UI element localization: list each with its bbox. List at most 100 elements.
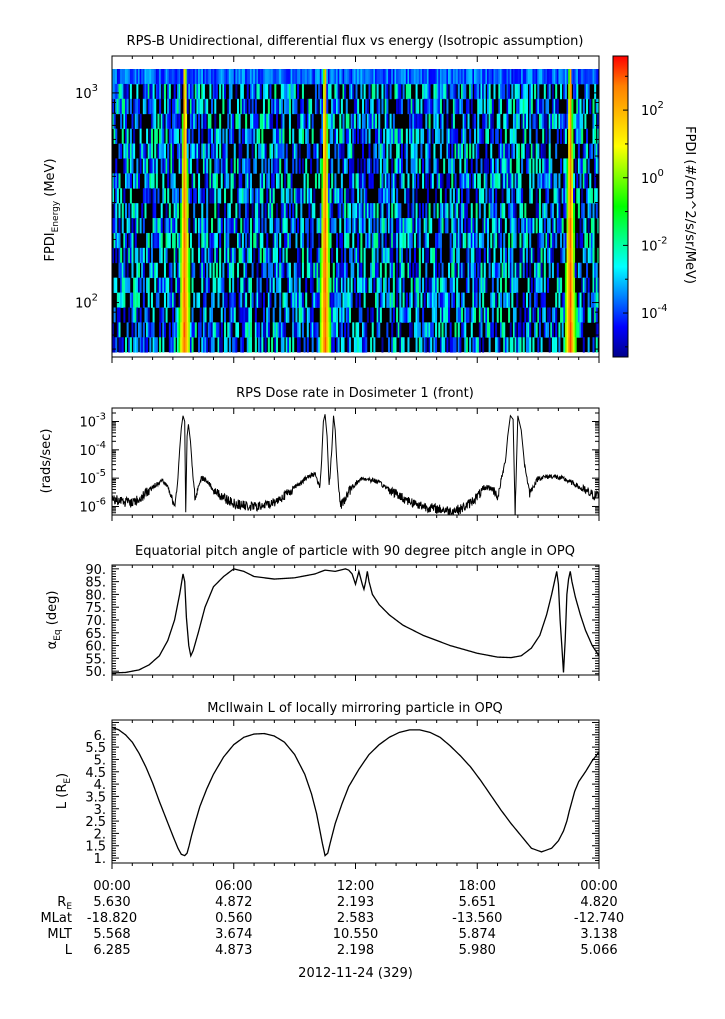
spectrogram-cell [571, 218, 574, 234]
spectrogram-cell [306, 322, 309, 338]
spectrogram-cell [370, 218, 373, 234]
spectrogram-cell [586, 262, 589, 279]
spectrogram-cell [238, 69, 241, 85]
spectrogram-cell [480, 232, 483, 249]
spectrogram-cell [337, 262, 340, 279]
spectrogram-cell [512, 322, 515, 338]
spectrogram-cell [235, 322, 238, 338]
spectrogram-cell [162, 173, 165, 189]
spectrogram-cell [237, 188, 240, 204]
spectrogram-cell [426, 292, 429, 308]
spectrogram-cell [493, 262, 496, 279]
time-axis-footer: 00:00 06:00 12:00 18:00 00:00 RE 5.630 4… [40, 879, 624, 981]
spectrogram-cell [297, 322, 300, 338]
spectrogram-cell [402, 83, 405, 100]
spectrogram-cell [516, 262, 519, 279]
spectrogram-cell [571, 203, 574, 219]
spectrogram-cell [457, 98, 460, 115]
spectrogram-cell [180, 218, 183, 234]
spectrogram-cell [517, 218, 520, 234]
spectrogram-cell [441, 83, 444, 100]
spectrogram-cell [316, 98, 319, 115]
spectrogram-cell [168, 262, 171, 279]
spectrogram-cell [147, 307, 150, 323]
ephemeris-value: 4.820 [580, 895, 617, 910]
spectrogram-cell [160, 307, 163, 323]
spectrogram-cell [560, 128, 563, 144]
spectrogram-cell [191, 307, 194, 323]
spectrogram-cell [261, 143, 264, 159]
spectrogram-cell [499, 158, 502, 174]
spectrogram-cell [491, 203, 494, 219]
spectrogram-cell [439, 143, 442, 159]
spectrogram-cell [573, 188, 576, 204]
spectrogram-cell [266, 277, 269, 293]
spectrogram-cell [376, 247, 379, 264]
spectrogram-cell [233, 69, 236, 85]
spectrogram-cell [279, 292, 282, 308]
spectrogram-cell [532, 307, 535, 323]
spectrogram-cell [373, 143, 376, 159]
spectrogram-cell [167, 218, 170, 234]
spectrogram-cell [198, 128, 201, 144]
spectrogram-cell [407, 188, 410, 204]
spectrogram-cell [357, 69, 360, 85]
spectrogram-cell [525, 83, 528, 100]
spectrogram-cell [540, 232, 543, 249]
spectrogram-cell [142, 143, 145, 159]
spectrogram-cell [439, 188, 442, 204]
pitch-angle-y-tick-label: 70. [85, 614, 106, 629]
spectrogram-cell [288, 203, 291, 219]
spectrogram-cell [551, 247, 554, 264]
spectrogram-cell [251, 188, 254, 204]
spectrogram-cell [172, 337, 175, 353]
spectrogram-cell [181, 173, 184, 189]
spectrogram-cell [477, 128, 480, 144]
spectrogram-cell [412, 173, 415, 189]
spectrogram-cell [219, 262, 222, 279]
spectrogram-cell [569, 69, 572, 85]
spectrogram-cell [438, 128, 441, 144]
spectrogram-cell [553, 337, 556, 353]
spectrogram-cell [454, 322, 457, 338]
spectrogram-cell [146, 158, 149, 174]
spectrogram-cell [495, 203, 498, 219]
spectrogram-cell [198, 98, 201, 115]
spectrogram-cell [456, 247, 459, 264]
spectrogram-cell [277, 158, 280, 174]
spectrogram-cell [271, 143, 274, 159]
spectrogram-cell [256, 188, 259, 204]
spectrogram-cell [277, 128, 280, 144]
spectrogram-cell [306, 232, 309, 249]
spectrogram-cell [163, 83, 166, 100]
spectrogram-cell [537, 83, 540, 100]
spectrogram-cell [337, 98, 340, 115]
mcilwain-l-y-label: L (RE) [55, 773, 73, 809]
spectrogram-cell [379, 203, 382, 219]
spectrogram-cell [381, 173, 384, 189]
spectrogram-cell [501, 203, 504, 219]
spectrogram-cell [298, 292, 301, 308]
spectrogram-cell [219, 277, 222, 293]
spectrogram-cell [285, 247, 288, 264]
spectrogram-cell [358, 173, 361, 189]
spectrogram-cell [493, 69, 496, 85]
spectrogram-cell [240, 277, 243, 293]
spectrogram-cell [115, 173, 118, 189]
spectrogram-cell [363, 247, 366, 264]
spectrogram-cell [246, 173, 249, 189]
time-tick-label: 12:00 [337, 879, 374, 894]
spectrogram-cell [417, 292, 420, 308]
spectrogram-cell [355, 218, 358, 234]
spectrogram-cell [457, 247, 460, 264]
spectrogram-cell [426, 173, 429, 189]
spectrogram-cell [417, 232, 420, 249]
spectrogram-cell [542, 173, 545, 189]
spectrogram-cell [498, 69, 501, 85]
spectrogram-cell [123, 277, 126, 293]
spectrogram-cell [118, 307, 121, 323]
spectrogram-cell [165, 128, 168, 144]
spectrogram-cell [215, 69, 218, 85]
spectrogram-cell [217, 188, 220, 204]
spectrogram-cell [538, 218, 541, 234]
